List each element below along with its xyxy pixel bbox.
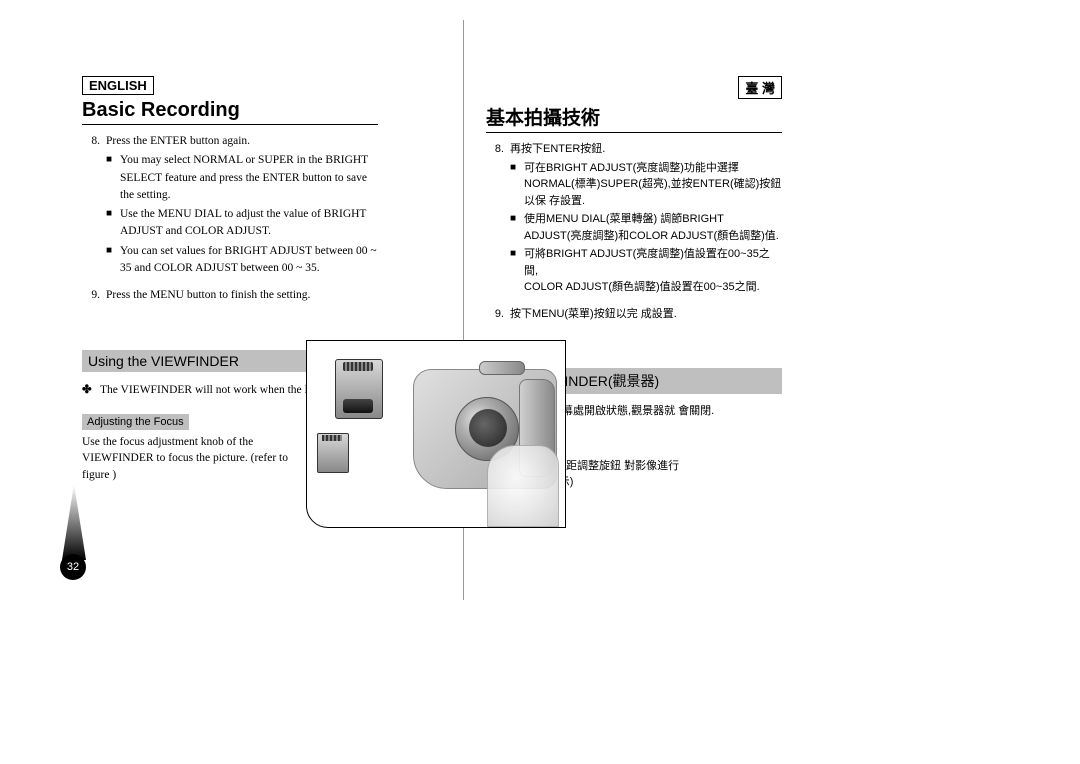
bullet-icon: ■ [510,246,524,296]
manual-page: ENGLISH Basic Recording 8. Press the ENT… [82,76,990,604]
camera-lens-inner-icon [469,409,507,447]
viewfinder-knob-icon [343,362,373,371]
bullet-text: 使用MENU DIAL(菜單轉盤) 調節BRIGHT ADJUST(亮度調整)和… [524,211,782,244]
step-number: 9. [486,306,510,323]
bullet-icon: ■ [510,160,524,210]
viewfinder-eyepiece-icon [343,399,373,413]
hand-icon [487,445,559,527]
bullet-text: You can set values for BRIGHT ADJUST bet… [120,243,378,278]
step-number: 9. [82,287,106,304]
bullet-text: 可在BRIGHT ADJUST(亮度調整)功能中選擇NORMAL(標準)SUPE… [524,160,782,210]
page-title-english: Basic Recording [82,99,378,125]
bullet-icon: ■ [106,206,120,241]
language-label-taiwan: 臺 灣 [738,76,782,99]
step-list-right: 8. 再按下ENTER按鈕. ■可在BRIGHT ADJUST(亮度調整)功能中… [486,141,782,322]
step-number: 8. [82,133,106,150]
note-icon: ✤ [82,382,100,398]
gradient-triangle-icon [62,484,86,560]
bullet-icon: ■ [106,152,120,204]
step-text: Press the MENU button to finish the sett… [106,287,378,304]
bullet-text: Use the MENU DIAL to adjust the value of… [120,206,378,241]
subheading-focus-en: Adjusting the Focus [82,414,189,430]
page-number-badge: 32 [60,554,86,580]
bullet-icon: ■ [510,211,524,244]
bullet-text: You may select NORMAL or SUPER in the BR… [120,152,378,204]
page-title-chinese: 基本拍攝技術 [486,103,782,133]
step-text: 按下MENU(菜單)按鈕以完 成設置. [510,306,782,323]
step-text: Press the ENTER button again. [106,133,378,150]
viewfinder-thumbnail-knob-icon [322,435,342,441]
bullet-text: 可將BRIGHT ADJUST(亮度調整)值設置在00~35之間, COLOR … [524,246,782,296]
step-list-left: 8. Press the ENTER button again. ■You ma… [82,133,378,304]
camera-figure [306,340,566,528]
step-text: 再按下ENTER按鈕. [510,141,782,158]
camera-mic-icon [479,361,525,375]
bullet-icon: ■ [106,243,120,278]
step-number: 8. [486,141,510,158]
subheading-text: Use the focus adjustment knob of the VIE… [82,434,300,482]
language-label-english: ENGLISH [82,76,154,95]
